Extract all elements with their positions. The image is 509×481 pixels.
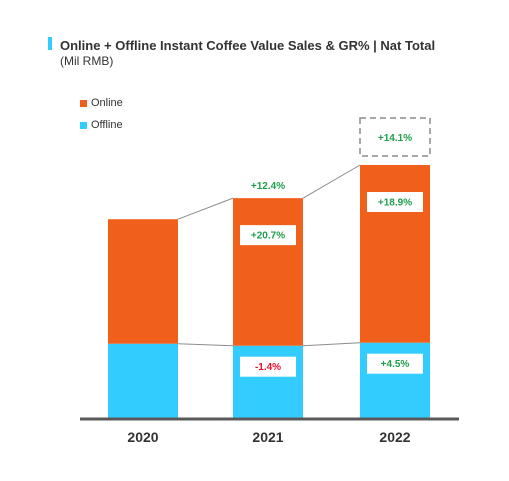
x-tick-label-2020: 2020 [127, 429, 158, 445]
legend-swatch-offline [80, 121, 87, 129]
growth-label-box-online-2022 [367, 192, 423, 212]
legend-label-offline: Offline [91, 119, 123, 131]
growth-label-offline-2021: -1.4% [255, 362, 281, 373]
legend: Online Offline [80, 96, 123, 140]
connector-line-offline [177, 343, 234, 347]
growth-label-total-2021: +12.4% [251, 181, 285, 192]
growth-label-online-2022: +18.9% [378, 198, 412, 209]
legend-item-offline: Offline [80, 118, 123, 132]
growth-label-box-offline-2021 [240, 356, 296, 377]
bar-online-2022 [360, 165, 430, 343]
bar-offline-2021 [233, 345, 303, 419]
growth-label-offline-2022: +4.5% [381, 359, 410, 370]
bar-online-2020 [108, 219, 178, 344]
legend-item-online: Online [80, 96, 123, 110]
connector-line-total [177, 197, 234, 220]
legend-label-online: Online [91, 97, 123, 109]
growth-label-online-2021: +20.7% [251, 231, 285, 242]
growth-label-box-online-2021 [240, 225, 296, 246]
title-accent-bar [48, 37, 52, 50]
connector-line-total [302, 164, 361, 199]
highlight-box-total-2022 [359, 117, 431, 157]
legend-swatch-online [80, 99, 87, 107]
x-tick-label-2022: 2022 [379, 429, 410, 445]
connector-line-offline [302, 342, 361, 347]
bar-online-2021 [233, 198, 303, 346]
bar-offline-2020 [108, 343, 178, 419]
chart-subtitle: (Mil RMB) [60, 54, 114, 68]
x-tick-label-2021: 2021 [252, 429, 283, 445]
growth-label-box-offline-2022 [367, 353, 423, 374]
growth-label-total-2022: +14.1% [378, 133, 412, 144]
chart-title: Online + Offline Instant Coffee Value Sa… [60, 38, 436, 53]
